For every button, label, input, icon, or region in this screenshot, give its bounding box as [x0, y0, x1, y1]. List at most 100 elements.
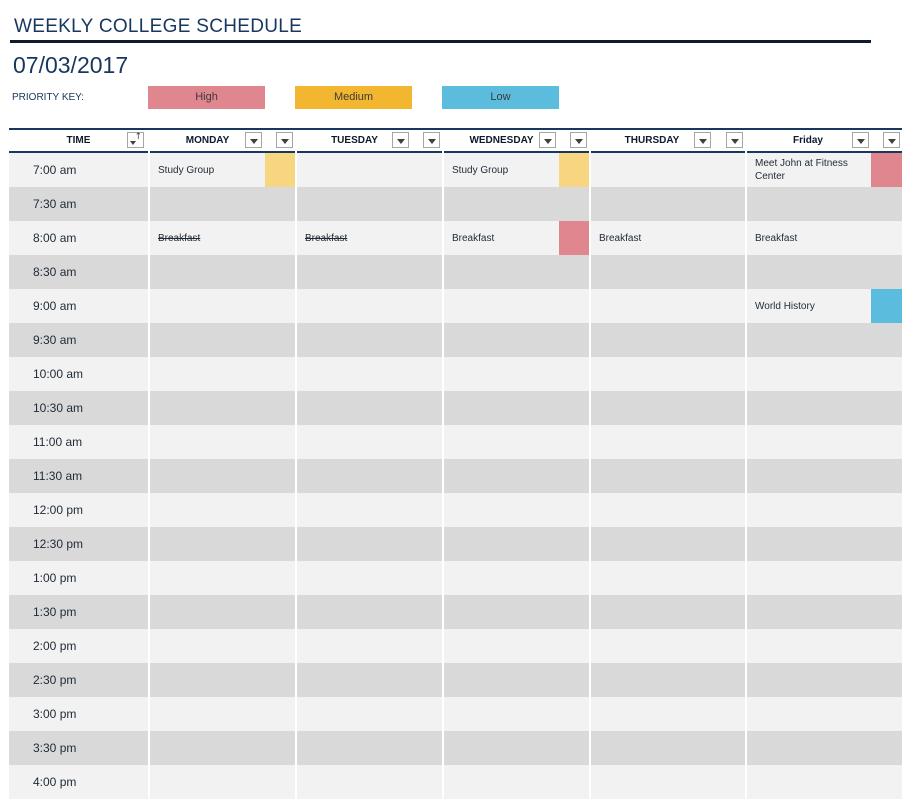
cell-monday[interactable] — [150, 697, 295, 731]
cell-tuesday[interactable] — [297, 323, 442, 357]
cell-wednesday[interactable] — [444, 595, 589, 629]
thursday-filter-button[interactable] — [694, 132, 711, 148]
time-cell[interactable]: 2:30 pm — [9, 663, 148, 697]
cell-wednesday[interactable] — [444, 391, 589, 425]
cell-monday[interactable] — [150, 493, 295, 527]
time-cell[interactable]: 8:30 am — [9, 255, 148, 289]
wednesday-filter-button[interactable] — [539, 132, 556, 148]
cell-thursday[interactable] — [591, 255, 745, 289]
cell-monday[interactable] — [150, 459, 295, 493]
time-cell[interactable]: 10:00 am — [9, 357, 148, 391]
time-cell[interactable]: 7:00 am — [9, 153, 148, 187]
cell-monday[interactable] — [150, 595, 295, 629]
cell-friday[interactable] — [747, 425, 902, 459]
cell-tuesday[interactable] — [297, 663, 442, 697]
cell-friday[interactable] — [747, 323, 902, 357]
cell-monday[interactable] — [150, 289, 295, 323]
cell-tuesday[interactable] — [297, 561, 442, 595]
cell-tuesday[interactable] — [297, 731, 442, 765]
time-cell[interactable]: 3:00 pm — [9, 697, 148, 731]
cell-thursday[interactable] — [591, 697, 745, 731]
time-cell[interactable]: 1:00 pm — [9, 561, 148, 595]
cell-monday[interactable] — [150, 357, 295, 391]
time-cell[interactable]: 1:30 pm — [9, 595, 148, 629]
time-cell[interactable]: 9:00 am — [9, 289, 148, 323]
cell-tuesday[interactable]: Breakfast — [297, 221, 442, 255]
cell-wednesday[interactable] — [444, 731, 589, 765]
time-cell[interactable]: 3:30 pm — [9, 731, 148, 765]
schedule-date[interactable]: 07/03/2017 — [13, 52, 129, 78]
cell-wednesday[interactable] — [444, 527, 589, 561]
cell-thursday[interactable] — [591, 391, 745, 425]
thursday-priority-filter-button[interactable] — [726, 132, 743, 148]
cell-tuesday[interactable] — [297, 697, 442, 731]
cell-thursday[interactable] — [591, 323, 745, 357]
cell-thursday[interactable] — [591, 425, 745, 459]
time-cell[interactable]: 12:00 pm — [9, 493, 148, 527]
time-cell[interactable]: 11:30 am — [9, 459, 148, 493]
cell-monday[interactable] — [150, 425, 295, 459]
cell-friday[interactable]: Meet John at Fitness Center — [747, 153, 902, 187]
cell-tuesday[interactable] — [297, 357, 442, 391]
cell-wednesday[interactable] — [444, 357, 589, 391]
cell-monday[interactable] — [150, 731, 295, 765]
cell-tuesday[interactable] — [297, 459, 442, 493]
cell-friday[interactable] — [747, 663, 902, 697]
cell-monday[interactable] — [150, 187, 295, 221]
cell-friday[interactable] — [747, 391, 902, 425]
cell-tuesday[interactable] — [297, 289, 442, 323]
cell-wednesday[interactable]: Study Group — [444, 153, 589, 187]
cell-thursday[interactable] — [591, 153, 745, 187]
cell-wednesday[interactable] — [444, 663, 589, 697]
cell-thursday[interactable]: Breakfast — [591, 221, 745, 255]
cell-monday[interactable] — [150, 323, 295, 357]
cell-tuesday[interactable] — [297, 765, 442, 799]
time-cell[interactable]: 2:00 pm — [9, 629, 148, 663]
cell-wednesday[interactable] — [444, 425, 589, 459]
cell-friday[interactable] — [747, 765, 902, 799]
cell-tuesday[interactable] — [297, 595, 442, 629]
cell-wednesday[interactable] — [444, 323, 589, 357]
cell-tuesday[interactable] — [297, 493, 442, 527]
cell-friday[interactable] — [747, 187, 902, 221]
cell-friday[interactable] — [747, 595, 902, 629]
friday-priority-filter-button[interactable] — [883, 132, 900, 148]
monday-filter-button[interactable] — [245, 132, 262, 148]
cell-tuesday[interactable] — [297, 187, 442, 221]
friday-filter-button[interactable] — [852, 132, 869, 148]
cell-thursday[interactable] — [591, 663, 745, 697]
time-cell[interactable]: 7:30 am — [9, 187, 148, 221]
cell-wednesday[interactable] — [444, 289, 589, 323]
cell-thursday[interactable] — [591, 187, 745, 221]
cell-wednesday[interactable]: Breakfast — [444, 221, 589, 255]
cell-friday[interactable] — [747, 527, 902, 561]
cell-thursday[interactable] — [591, 731, 745, 765]
tuesday-priority-filter-button[interactable] — [423, 132, 440, 148]
time-sort-filter-button[interactable] — [127, 132, 144, 148]
cell-friday[interactable] — [747, 731, 902, 765]
cell-thursday[interactable] — [591, 459, 745, 493]
time-cell[interactable]: 4:00 pm — [9, 765, 148, 799]
cell-monday[interactable] — [150, 255, 295, 289]
cell-thursday[interactable] — [591, 629, 745, 663]
time-cell[interactable]: 9:30 am — [9, 323, 148, 357]
cell-tuesday[interactable] — [297, 391, 442, 425]
cell-thursday[interactable] — [591, 561, 745, 595]
cell-monday[interactable] — [150, 765, 295, 799]
cell-thursday[interactable] — [591, 357, 745, 391]
cell-friday[interactable]: Breakfast — [747, 221, 902, 255]
cell-friday[interactable] — [747, 697, 902, 731]
cell-thursday[interactable] — [591, 595, 745, 629]
time-cell[interactable]: 8:00 am — [9, 221, 148, 255]
cell-thursday[interactable] — [591, 527, 745, 561]
cell-friday[interactable] — [747, 459, 902, 493]
cell-wednesday[interactable] — [444, 629, 589, 663]
cell-thursday[interactable] — [591, 289, 745, 323]
cell-tuesday[interactable] — [297, 153, 442, 187]
cell-monday[interactable] — [150, 391, 295, 425]
cell-monday[interactable] — [150, 629, 295, 663]
cell-wednesday[interactable] — [444, 459, 589, 493]
cell-wednesday[interactable] — [444, 187, 589, 221]
cell-friday[interactable] — [747, 561, 902, 595]
cell-friday[interactable] — [747, 255, 902, 289]
